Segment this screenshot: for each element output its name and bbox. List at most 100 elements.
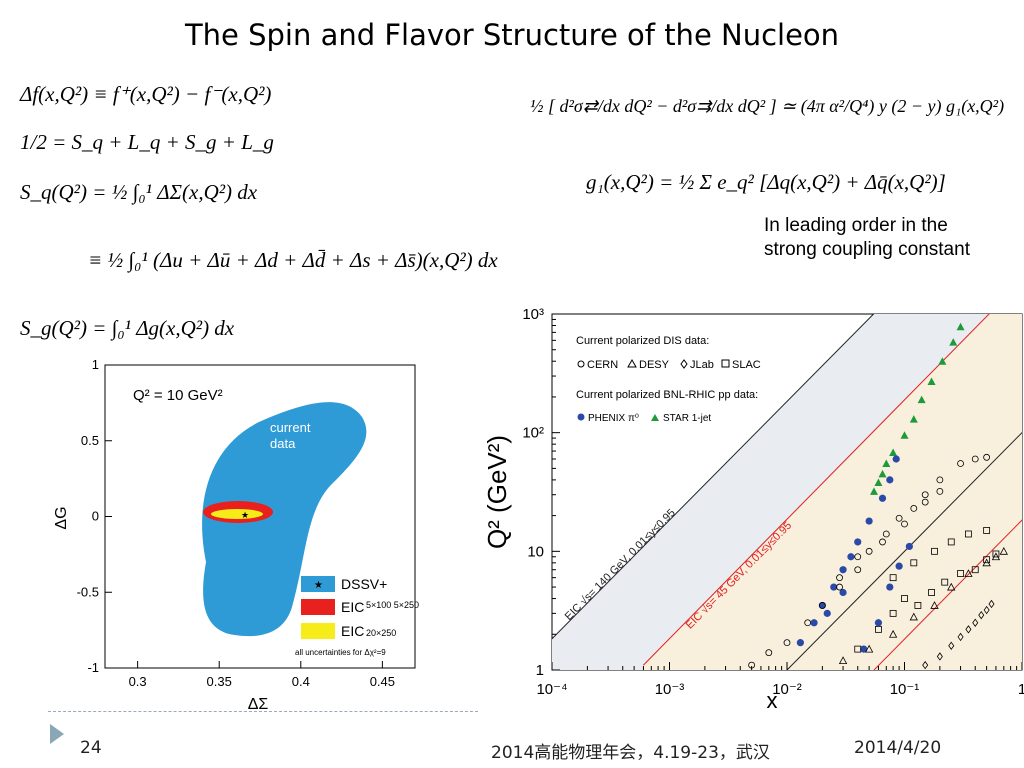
legend-jlab: JLab xyxy=(690,359,714,371)
jlab-point xyxy=(948,641,955,650)
left-chart-title: Q² = 10 GeV² xyxy=(133,387,223,404)
desy-point xyxy=(991,552,1001,561)
star-1-jet-point xyxy=(909,415,918,423)
jlab-point xyxy=(965,625,972,634)
star-1-jet-point xyxy=(938,357,947,365)
cern-point xyxy=(957,460,964,467)
legend-cern: CERN xyxy=(587,359,618,371)
right-y-tick-label: 1 xyxy=(536,662,544,679)
slac-point xyxy=(854,645,862,653)
cern-point xyxy=(854,553,862,561)
desy-point xyxy=(964,569,973,577)
coverage-ylabel: Q² (GeV²) xyxy=(482,435,512,549)
right-x-tick-label: 10⁻¹ xyxy=(890,681,920,698)
legend-heading-dis: Current polarized DIS data: xyxy=(576,335,709,347)
note-line-2: strong coupling constant xyxy=(764,239,970,260)
legend-slac-marker xyxy=(721,359,730,368)
cern-point xyxy=(854,566,862,574)
cern-point xyxy=(882,530,890,538)
eic-140-upper-line xyxy=(552,314,875,640)
cern-point xyxy=(836,583,843,591)
right-y-tick-label: 10 xyxy=(527,543,544,560)
slide-title: The Spin and Flavor Structure of the Nuc… xyxy=(184,18,840,52)
slac-point xyxy=(910,559,918,567)
desy-point xyxy=(999,546,1008,555)
legend-star-marker xyxy=(651,414,659,421)
cern-point xyxy=(936,476,944,484)
jlab-point xyxy=(988,599,995,609)
note-line-1: In leading order in the xyxy=(764,215,948,236)
phenix--point xyxy=(854,538,862,546)
slac-point xyxy=(947,538,955,546)
right-x-tick-label: 10⁻⁴ xyxy=(536,681,567,698)
left-y-tick-label: -0.5 xyxy=(77,584,99,599)
cern-point xyxy=(836,574,843,582)
right-x-tick-label: 10⁻³ xyxy=(655,681,685,698)
phenix--point xyxy=(796,639,804,647)
coverage-axes: 10⁻⁴ 10⁻³ 10⁻² 10⁻¹ 1 1 10 10² 10³ xyxy=(522,306,1024,698)
annotation-current: current xyxy=(270,420,311,435)
phenix--point xyxy=(895,562,903,570)
legend-label-eic-low: EIC xyxy=(341,599,364,615)
legend-phenix: PHENIX π⁰ xyxy=(588,413,639,424)
legend-swatch-dssv xyxy=(301,576,335,592)
slac-point xyxy=(983,527,991,534)
slac-point xyxy=(875,625,882,633)
slac-point xyxy=(914,602,922,609)
left-chart-ylabel: ΔG xyxy=(53,506,70,529)
delta-g-chart: current data ★ Q² = 10 GeV² ★ DSSV+ EIC … xyxy=(53,357,419,713)
slac-point xyxy=(928,589,935,596)
phenix--point xyxy=(874,619,883,627)
slac-point xyxy=(957,570,964,577)
desy-point xyxy=(864,644,874,653)
legend-jlab-marker xyxy=(680,359,688,369)
data-points xyxy=(748,322,1008,670)
legend-phenix-marker xyxy=(577,413,585,421)
eic-45-band xyxy=(643,314,1022,670)
desy-point xyxy=(838,656,848,665)
star-1-jet-point xyxy=(900,431,909,439)
right-x-tick-label: 10⁻² xyxy=(772,681,802,698)
jlab-point xyxy=(972,618,979,627)
star-1-jet-point xyxy=(874,478,883,487)
phenix--point xyxy=(905,542,913,551)
left-x-tick-label: 0.4 xyxy=(292,674,310,689)
left-x-tick-label: 0.3 xyxy=(129,674,147,689)
page-number: 24 xyxy=(80,738,102,758)
current-data-region xyxy=(202,402,367,637)
leading-order-note: In leading order in the strong coupling … xyxy=(764,214,970,262)
left-y-tick-label: -1 xyxy=(87,660,99,675)
footer-date: 2014/4/20 xyxy=(854,738,942,758)
legend-slac: SLAC xyxy=(732,359,761,371)
phenix--point xyxy=(810,619,818,627)
legend-label-eic-high: EIC xyxy=(341,623,364,639)
legend-note: all uncertainties for Δχ²=9 xyxy=(295,648,386,657)
left-chart-axes: 0.3 0.35 0.4 0.45 1 0.5 0 -0.5 -1 xyxy=(77,357,395,689)
phenix--point xyxy=(839,588,847,597)
legend-label-dssv: DSSV+ xyxy=(341,576,387,592)
cern-point xyxy=(901,520,908,528)
legend-dis-items: CERN DESY JLab SLAC xyxy=(577,358,761,371)
equation-delta-f: Δf(x,Q²) ≡ f⁺(x,Q²) − f⁻(x,Q²) xyxy=(20,82,272,106)
cern-point xyxy=(783,639,791,647)
legend-dssv-star: ★ xyxy=(314,580,323,591)
slac-point xyxy=(901,595,908,602)
annotation-data: data xyxy=(270,436,296,451)
cern-point xyxy=(765,649,773,657)
legend-star: STAR 1-jet xyxy=(663,413,711,424)
cern-point xyxy=(879,538,886,546)
slac-point xyxy=(971,566,979,574)
jlab-point xyxy=(936,652,943,661)
slac-point xyxy=(931,547,938,555)
footer-divider xyxy=(48,711,478,712)
cern-point xyxy=(921,491,929,499)
phenix--point xyxy=(830,583,838,591)
phenix--point xyxy=(860,645,868,653)
legend-sublabel-eic-low: 5×100 5×250 xyxy=(366,600,419,610)
left-x-tick-label: 0.35 xyxy=(207,674,232,689)
star-1-jet-point xyxy=(917,395,926,404)
right-x-tick-label: 1 xyxy=(1018,681,1024,698)
equation-sq-flavor: ≡ ½ ∫₀¹ (Δu + Δū + Δd + Δd̄ + Δs + Δs̄)(… xyxy=(88,248,498,272)
equation-sg: S_g(Q²) = ∫₀¹ Δg(x,Q²) dx xyxy=(20,316,235,340)
star-1-jet-point xyxy=(878,469,887,478)
